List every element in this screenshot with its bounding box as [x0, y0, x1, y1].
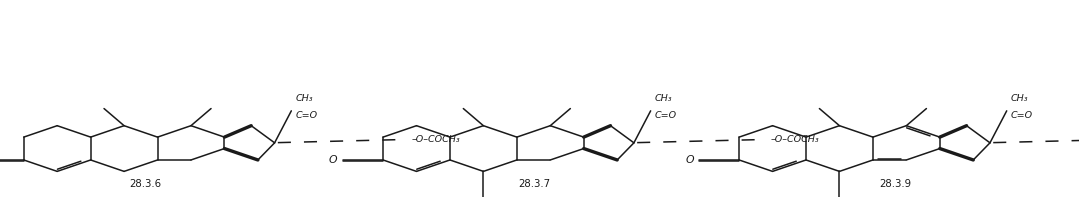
Text: O: O	[685, 155, 694, 165]
Text: 28.3.7: 28.3.7	[518, 179, 550, 189]
Text: C=O: C=O	[1011, 112, 1034, 120]
Text: CH₃: CH₃	[1011, 94, 1028, 103]
Text: CH₃: CH₃	[296, 94, 313, 103]
Text: –O–COCH₃: –O–COCH₃	[770, 135, 820, 143]
Text: C=O: C=O	[296, 112, 318, 120]
Text: –O–COCH₃: –O–COCH₃	[412, 135, 461, 143]
Text: C=O: C=O	[655, 112, 678, 120]
Text: 28.3.9: 28.3.9	[879, 179, 912, 189]
Text: 28.3.6: 28.3.6	[129, 179, 162, 189]
Text: O: O	[329, 155, 338, 165]
Text: CH₃: CH₃	[655, 94, 672, 103]
